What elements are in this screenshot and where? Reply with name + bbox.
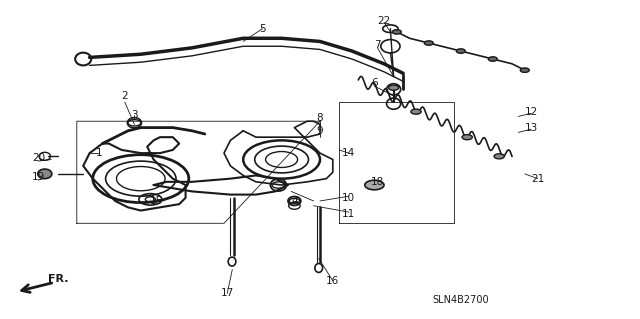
Text: 20: 20 bbox=[32, 153, 45, 163]
Text: 17: 17 bbox=[221, 288, 234, 299]
Text: 10: 10 bbox=[342, 193, 355, 203]
Text: 8: 8 bbox=[317, 113, 323, 123]
Circle shape bbox=[424, 41, 433, 45]
Circle shape bbox=[494, 154, 504, 159]
Text: 3: 3 bbox=[131, 110, 138, 120]
Text: 15: 15 bbox=[150, 196, 163, 206]
Ellipse shape bbox=[38, 169, 52, 179]
Circle shape bbox=[392, 30, 401, 34]
Circle shape bbox=[388, 85, 399, 90]
Text: 22: 22 bbox=[378, 16, 390, 26]
Circle shape bbox=[456, 49, 465, 53]
Text: 16: 16 bbox=[326, 276, 339, 286]
Text: 13: 13 bbox=[525, 122, 538, 133]
Text: 9: 9 bbox=[317, 126, 323, 136]
Text: 5: 5 bbox=[259, 24, 266, 34]
Text: 1: 1 bbox=[96, 148, 102, 158]
Text: 6: 6 bbox=[371, 78, 378, 88]
Circle shape bbox=[411, 109, 421, 114]
Text: 21: 21 bbox=[531, 174, 544, 184]
Text: 12: 12 bbox=[525, 107, 538, 117]
Circle shape bbox=[462, 135, 472, 140]
Text: 2: 2 bbox=[122, 91, 128, 101]
Text: 7: 7 bbox=[374, 40, 381, 50]
Text: 14: 14 bbox=[342, 148, 355, 158]
Text: 18: 18 bbox=[371, 177, 384, 187]
Circle shape bbox=[520, 68, 529, 72]
Circle shape bbox=[365, 180, 384, 190]
Circle shape bbox=[488, 57, 497, 61]
Text: SLN4B2700: SLN4B2700 bbox=[433, 295, 489, 305]
Text: 4: 4 bbox=[291, 196, 298, 206]
Text: FR.: FR. bbox=[48, 274, 68, 284]
Text: 11: 11 bbox=[342, 209, 355, 219]
Text: 19: 19 bbox=[32, 172, 45, 182]
